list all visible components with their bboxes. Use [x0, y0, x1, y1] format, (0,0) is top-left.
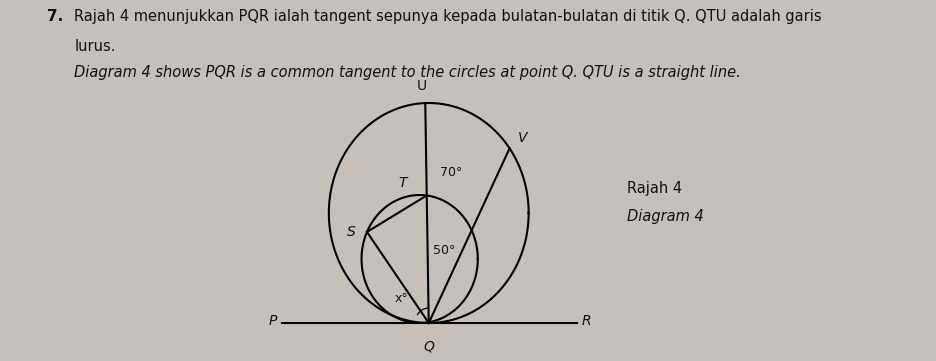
Text: 7.: 7.: [47, 9, 64, 24]
Text: S: S: [347, 225, 356, 239]
Text: Rajah 4: Rajah 4: [627, 182, 682, 196]
Text: Q: Q: [423, 340, 434, 354]
Text: T: T: [398, 177, 407, 191]
Text: 70°: 70°: [440, 166, 462, 179]
Text: 50°: 50°: [433, 244, 456, 257]
Text: Diagram 4: Diagram 4: [627, 209, 704, 223]
Text: lurus.: lurus.: [75, 39, 116, 54]
Text: P: P: [269, 314, 277, 328]
Text: x°: x°: [395, 291, 408, 304]
Text: Diagram 4 shows PQR is a common tangent to the circles at point Q. QTU is a stra: Diagram 4 shows PQR is a common tangent …: [75, 65, 741, 80]
Text: U: U: [417, 79, 427, 93]
Text: Rajah 4 menunjukkan PQR ialah tangent sepunya kepada bulatan-bulatan di titik Q.: Rajah 4 menunjukkan PQR ialah tangent se…: [75, 9, 822, 24]
Text: R: R: [581, 314, 591, 328]
Text: V: V: [518, 131, 527, 145]
